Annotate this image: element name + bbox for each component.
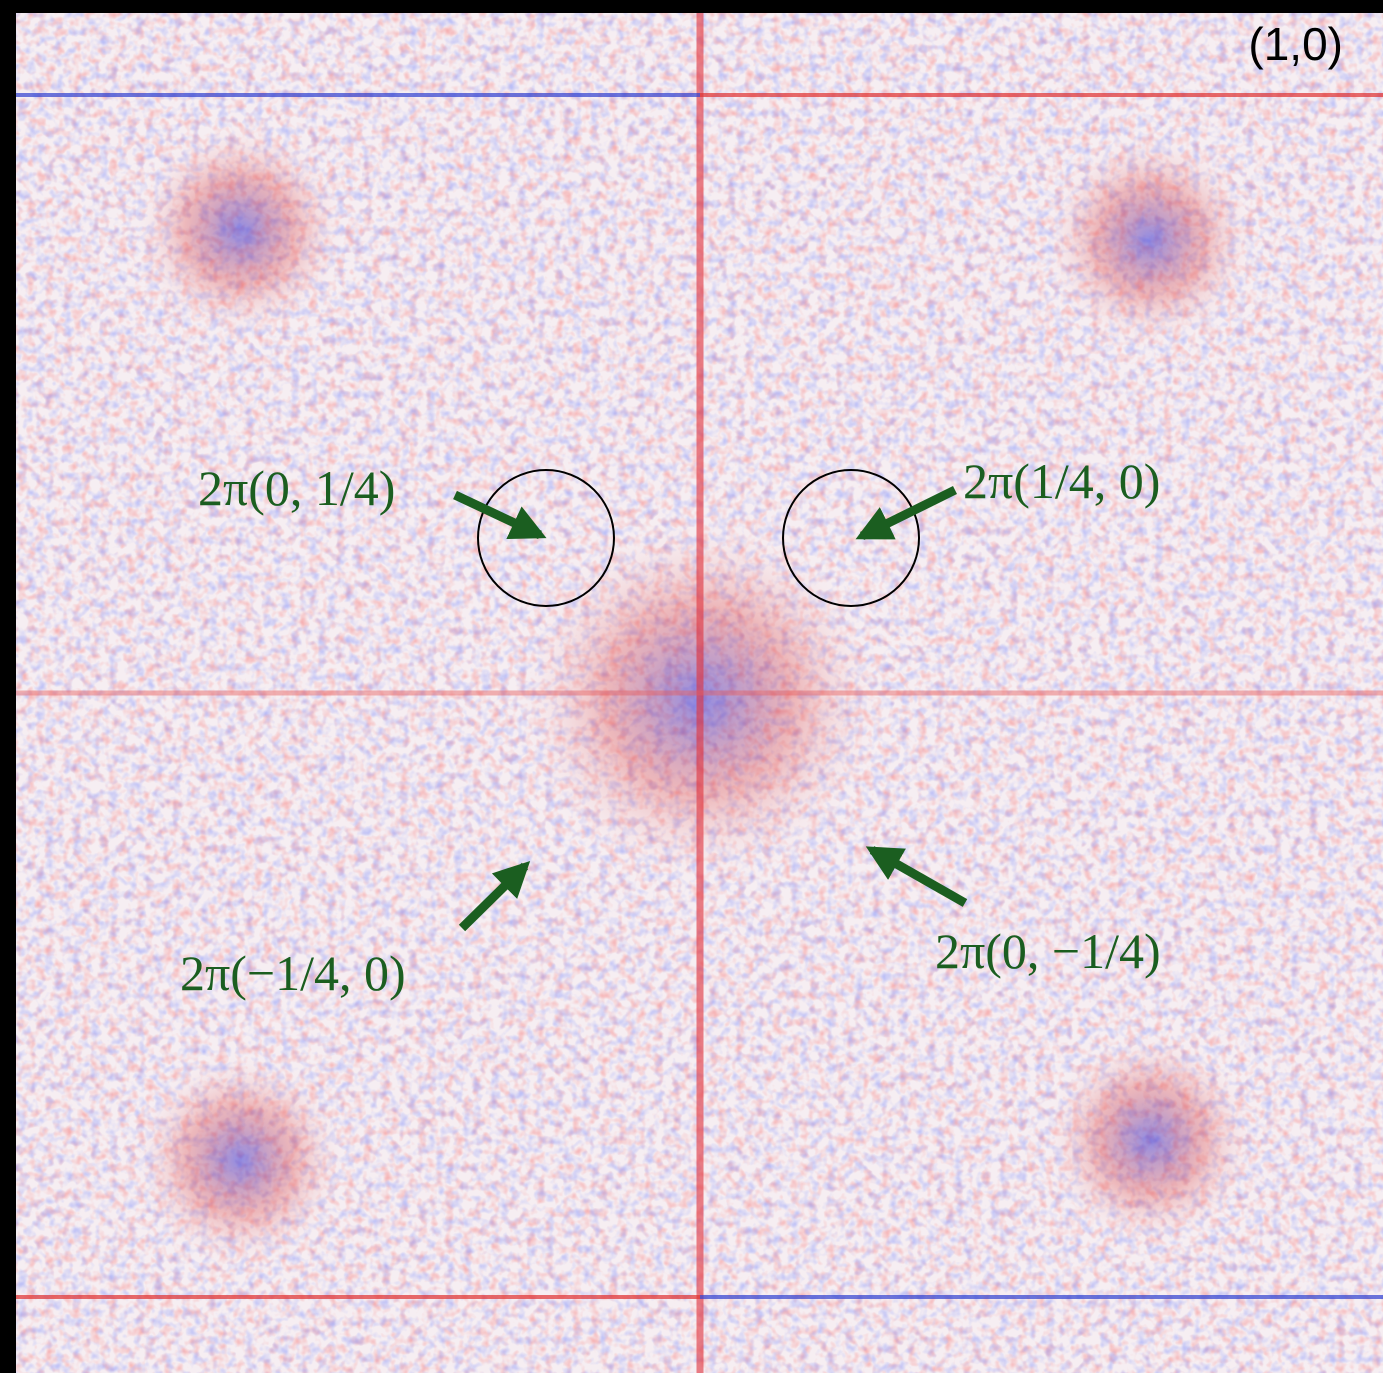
arrow [458, 860, 531, 932]
highlight-circle [477, 469, 615, 607]
annotation: 2π(1/4, 0) [963, 453, 1160, 509]
fourier-map [16, 13, 1383, 1373]
arrow [865, 846, 968, 907]
annotation: 2π(−1/4, 0) [180, 945, 406, 1001]
highlight-circle [782, 469, 920, 607]
corner-label: (1,0) [1248, 18, 1343, 70]
annotation: 2π(0, 1/4) [198, 460, 395, 516]
arrow [453, 490, 547, 540]
arrows [453, 485, 968, 932]
arrow [855, 485, 957, 541]
annotation: 2π(0, −1/4) [935, 923, 1161, 979]
